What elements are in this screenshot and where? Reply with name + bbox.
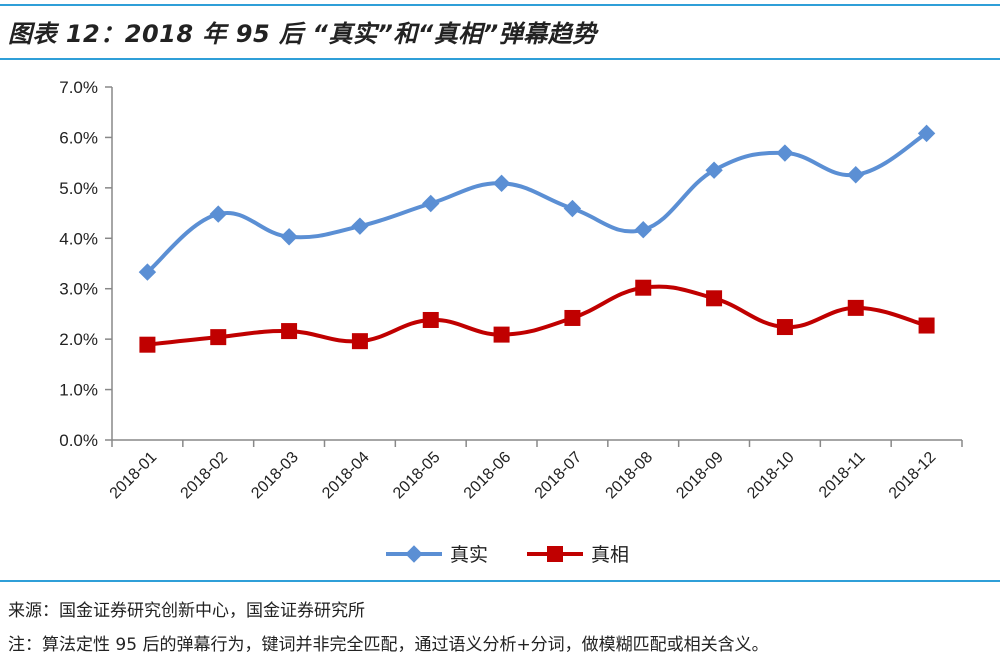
data-point [635,279,652,296]
data-point [847,299,864,316]
x-tick-label: 2018-05 [390,449,444,503]
top-rule [0,4,1000,6]
data-point [280,228,298,246]
x-tick-label: 2018-03 [248,449,302,503]
x-tick-label: 2018-06 [461,449,515,503]
data-point [422,194,440,213]
data-point [493,326,510,343]
x-tick-label: 2018-10 [744,449,798,503]
chart-series [138,124,936,353]
y-tick-label: 0.0% [59,431,98,450]
data-point [351,217,369,235]
data-point [210,329,227,346]
data-point [351,333,368,350]
y-tick-label: 1.0% [59,381,98,400]
x-tick-label: 2018-12 [886,449,940,503]
data-point [563,199,582,218]
x-tick-label: 2018-04 [319,449,373,503]
series-2 [139,279,935,353]
y-tick-label: 6.0% [59,128,98,147]
x-tick-label: 2018-09 [673,449,727,503]
legend-label: 真实 [450,544,488,566]
x-tick-label: 2018-07 [532,449,586,503]
source-note: 来源：国金证券研究创新中心，国金证券研究所 [8,601,365,621]
legend-marker [405,545,423,563]
data-point [564,309,581,326]
y-tick-label: 7.0% [59,78,98,97]
y-tick-label: 2.0% [59,330,98,349]
data-point [706,290,723,307]
data-point [492,174,511,193]
chart-legend: 真实 真相 [386,544,629,566]
data-point [281,323,298,340]
data-point [705,161,723,179]
legend-item-1: 真实 [386,544,488,566]
method-note: 注：算法定性 95 后的弹幕行为，键词并非完全匹配，通过语义分析+分词，做模糊匹… [8,635,769,655]
series-line-1 [145,131,929,275]
series-1 [138,124,936,281]
data-point [776,144,794,162]
legend-item-2: 真相 [527,544,629,566]
chart-title: 图表 12：2018 年 95 后 “真实”和“真相”弹幕趋势 [8,20,597,48]
series-line-2 [145,284,929,347]
data-point [918,317,935,334]
y-tick-label: 4.0% [59,229,98,248]
x-tick-label: 2018-02 [178,449,232,503]
chart-axes: 0.0% 1.0% 2.0% 3.0% 4.0% 5.0% 6.0% 7.0% 2018-01 2… [59,78,963,503]
bottom-rule [0,580,1000,582]
data-point [138,263,157,281]
data-point [422,311,439,328]
data-point [139,336,156,353]
data-point [917,124,936,143]
title-rule [0,58,1000,60]
y-tick-label: 3.0% [59,280,98,299]
x-tick-label: 2018-01 [107,449,161,503]
legend-label: 真相 [591,544,629,566]
x-tick-label: 2018-11 [816,449,869,502]
data-point [847,166,865,184]
y-tick-label: 5.0% [59,179,98,198]
legend-marker [547,546,563,562]
data-point [776,319,793,336]
line-chart: 0.0% 1.0% 2.0% 3.0% 4.0% 5.0% 6.0% 7.0% 2018-01 2… [59,78,963,566]
data-point [209,205,227,223]
data-point [634,221,652,239]
x-tick-label: 2018-08 [603,449,657,503]
